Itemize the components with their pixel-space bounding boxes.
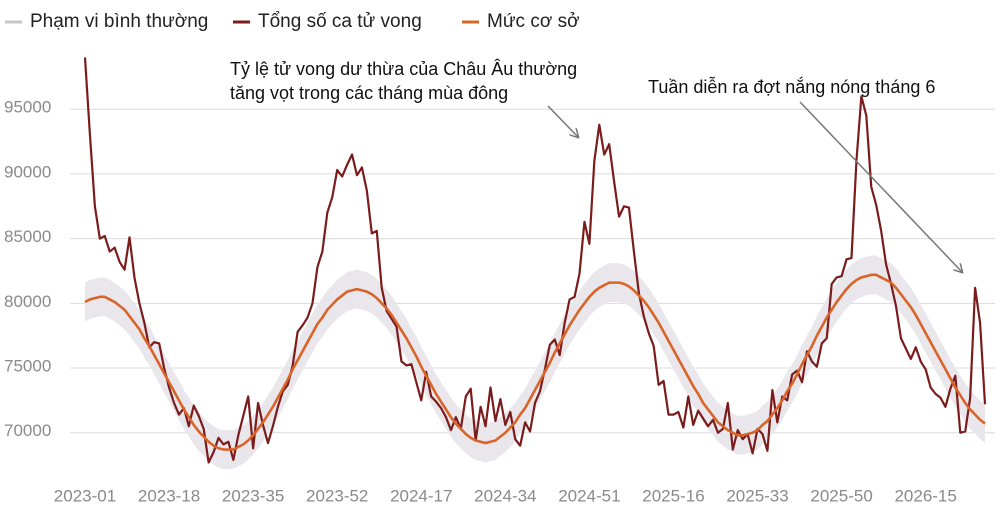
annotation-arrow bbox=[799, 101, 962, 272]
x-tick-label: 2025-16 bbox=[642, 486, 704, 505]
y-tick-label: 85000 bbox=[4, 227, 51, 246]
x-tick-label: 2026-15 bbox=[894, 486, 956, 505]
y-tick-label: 80000 bbox=[4, 292, 51, 311]
legend-label: Phạm vi bình thường bbox=[30, 11, 208, 32]
x-tick-label: 2025-50 bbox=[810, 486, 872, 505]
series-line bbox=[83, 57, 987, 464]
x-tick-label: 2024-51 bbox=[558, 486, 620, 505]
x-tick-label: 2023-18 bbox=[138, 486, 200, 505]
normal-range-band bbox=[85, 255, 985, 469]
annotation-arrow bbox=[547, 105, 578, 137]
legend: Phạm vi bình thường Tổng số ca tử vong Mức… bbox=[5, 11, 580, 32]
legend-label: Tổng số ca tử vong bbox=[258, 11, 422, 32]
x-tick-label: 2024-17 bbox=[390, 486, 452, 505]
annotation: Tỷ lệ tử vong dư thừa của Châu Âu thường bbox=[230, 59, 577, 79]
plot-area bbox=[83, 57, 987, 469]
series-line bbox=[84, 273, 986, 451]
grid: 70000 75000 80000 85000 90000 95000 2023-01 202… bbox=[4, 98, 995, 505]
x-tick-label: 2024-34 bbox=[474, 486, 536, 505]
y-tick-label: 75000 bbox=[4, 356, 51, 375]
x-tick-label: 2023-01 bbox=[54, 486, 116, 505]
y-tick-label: 70000 bbox=[4, 421, 51, 440]
x-tick-label: 2025-33 bbox=[726, 486, 788, 505]
annotation: Tuần diễn ra đợt nắng nóng tháng 6 bbox=[648, 76, 935, 97]
y-tick-label: 95000 bbox=[4, 98, 51, 117]
annotation: tăng vọt trong các tháng mùa đông bbox=[230, 83, 508, 103]
x-tick-label: 2023-52 bbox=[306, 486, 368, 505]
legend-label: Mức cơ sở bbox=[487, 11, 580, 32]
y-tick-label: 90000 bbox=[4, 162, 51, 181]
x-tick-label: 2023-35 bbox=[222, 486, 284, 505]
